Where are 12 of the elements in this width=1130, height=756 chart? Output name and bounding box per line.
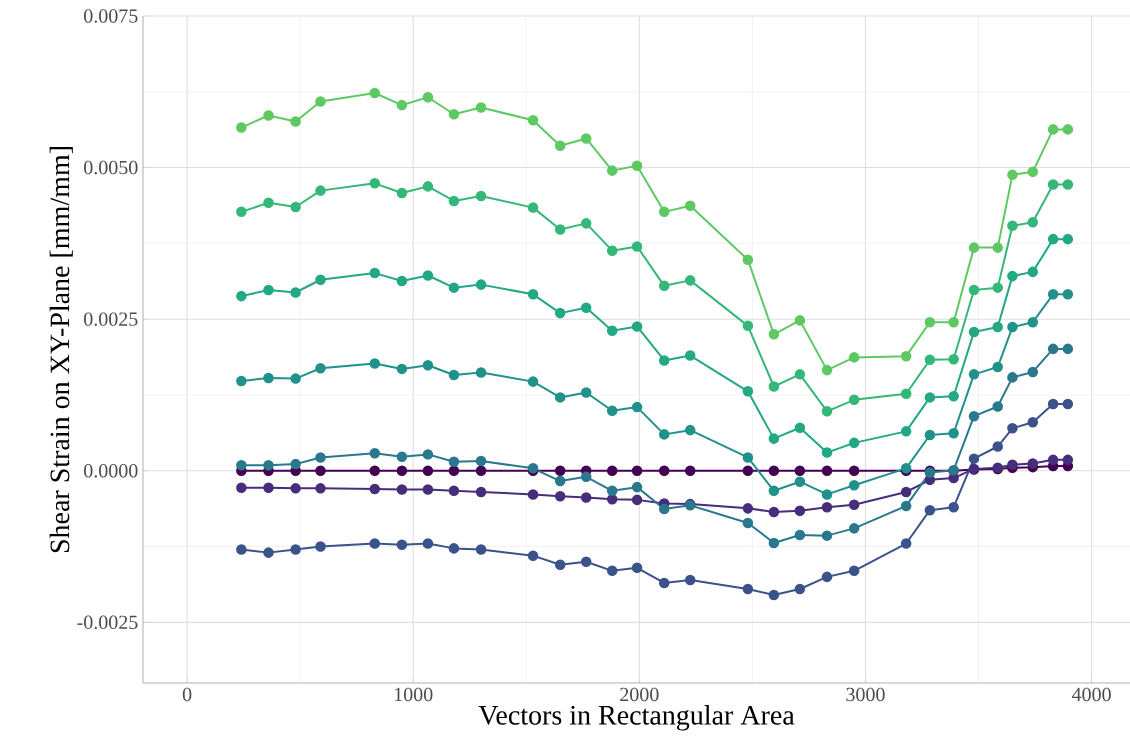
y-tick-label: 0.0050	[84, 160, 138, 175]
x-tick-label: 3000	[846, 687, 885, 702]
x-tick-label: 1000	[394, 687, 433, 702]
x-tick-label: 2000	[620, 687, 659, 702]
y-tick-label: 0.0075	[84, 9, 138, 23]
x-axis-title: Vectors in Rectangular Area	[478, 705, 795, 731]
y-tick-label: 0.0025	[84, 312, 138, 326]
y-tick-label: -0.0025	[77, 615, 138, 630]
x-tick-label: 4000	[1071, 687, 1111, 702]
x-tick-label: 0	[182, 687, 192, 702]
y-axis-title: Shear Strain on XY-Plane [mm/mm]	[49, 147, 73, 553]
y-tick-label: 0.0000	[84, 463, 138, 478]
